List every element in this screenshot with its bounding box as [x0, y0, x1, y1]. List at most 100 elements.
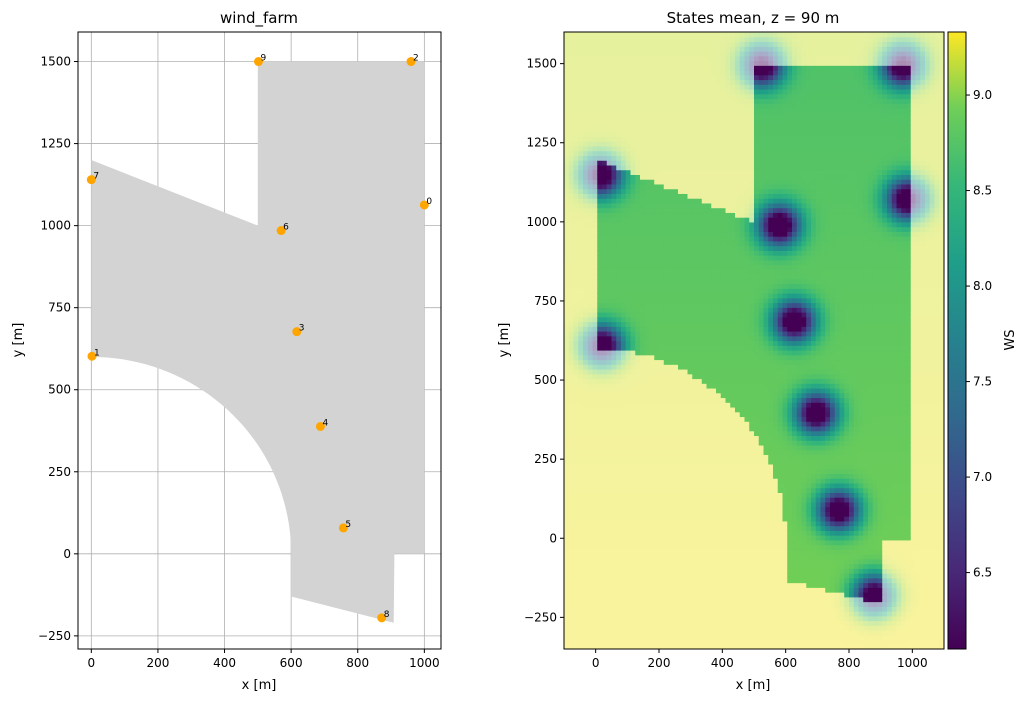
heatmap-cell: [701, 126, 708, 133]
heatmap-cell: [678, 231, 684, 237]
heatmap-cell: [725, 245, 731, 251]
heatmap-cell: [673, 454, 679, 460]
heatmap-cell: [602, 596, 608, 603]
heatmap-cell: [649, 425, 655, 432]
heatmap-cell: [640, 383, 646, 389]
heatmap-cell: [583, 321, 589, 327]
heatmap-cell: [597, 269, 603, 275]
heatmap-cell: [735, 297, 741, 304]
heatmap-cell: [711, 302, 717, 308]
heatmap-cell: [573, 302, 579, 308]
heatmap-cell: [735, 221, 741, 228]
heatmap-cell: [625, 549, 632, 555]
heatmap-cell: [640, 563, 646, 569]
heatmap-cell: [678, 516, 684, 522]
heatmap-cell: [678, 473, 684, 479]
heatmap-cell: [568, 359, 575, 365]
heatmap-cell: [673, 397, 679, 403]
heatmap-cell: [611, 535, 617, 541]
heatmap-cell: [720, 625, 727, 631]
heatmap-cell: [568, 487, 575, 493]
heatmap-cell: [611, 425, 617, 432]
heatmap-cell: [578, 307, 584, 313]
heatmap-cell: [635, 373, 641, 380]
heatmap-cell: [687, 217, 693, 223]
heatmap-cell: [659, 160, 665, 166]
heatmap-cell: [716, 278, 722, 285]
heatmap-cell: [701, 231, 708, 237]
heatmap-cell: [739, 435, 746, 441]
heatmap-cell: [711, 454, 717, 460]
turbine-marker: [254, 57, 264, 67]
heatmap-cell: [711, 368, 717, 375]
heatmap-cell: [621, 501, 627, 508]
heatmap-cell: [706, 335, 712, 342]
heatmap-cell: [611, 478, 617, 484]
heatmap-cell: [583, 36, 589, 43]
heatmap-cell: [720, 582, 727, 588]
heatmap-cell: [678, 525, 684, 531]
ws-heatmap: [564, 32, 944, 649]
heatmap-cell: [678, 331, 684, 337]
heatmap-cell: [725, 606, 731, 612]
heatmap-cell: [706, 164, 712, 171]
heatmap-cell: [725, 335, 731, 342]
heatmap-cell: [725, 501, 731, 508]
heatmap-cell: [640, 278, 646, 285]
heatmap-cell: [697, 316, 703, 323]
heatmap-cell: [725, 46, 731, 52]
heatmap-cell: [706, 520, 712, 527]
heatmap-cell: [673, 36, 679, 43]
heatmap-cell: [678, 307, 684, 313]
heatmap-cell: [611, 46, 617, 52]
heatmap-cell: [701, 421, 708, 427]
heatmap-cell: [654, 611, 660, 617]
heatmap-cell: [673, 126, 679, 133]
heatmap-cell: [611, 639, 617, 645]
heatmap-cell: [692, 245, 698, 251]
heatmap-cell: [573, 596, 579, 603]
heatmap-cell: [654, 487, 660, 493]
heatmap-cell: [635, 611, 641, 617]
heatmap-cell: [659, 497, 665, 503]
heatmap-cell: [578, 198, 584, 204]
heatmap-cell: [573, 482, 579, 489]
heatmap-cell: [621, 535, 627, 541]
heatmap-cell: [587, 349, 594, 356]
heatmap-cell: [659, 245, 665, 251]
heatmap-cell: [587, 392, 594, 399]
heatmap-cell: [725, 93, 731, 100]
heatmap-cell: [564, 288, 570, 294]
heatmap-cell: [587, 245, 594, 251]
heatmap-cell: [711, 416, 717, 422]
heatmap-cell: [678, 549, 684, 555]
heatmap-cell: [725, 430, 731, 437]
heatmap-cell: [602, 501, 608, 508]
heatmap-cell: [592, 587, 598, 593]
heatmap-cell: [687, 155, 693, 161]
heatmap-cell: [644, 155, 651, 161]
heatmap-cell: [597, 435, 603, 441]
turbine-label: 9: [261, 54, 267, 64]
heatmap-cell: [611, 36, 617, 43]
heatmap-cell: [716, 630, 722, 636]
heatmap-cell: [564, 65, 570, 71]
heatmap-cell: [711, 611, 717, 617]
heatmap-cell: [625, 568, 632, 574]
heatmap-cell: [682, 425, 689, 432]
heatmap-cell: [701, 364, 708, 370]
heatmap-cell: [587, 79, 594, 85]
heatmap-cell: [720, 596, 727, 603]
heatmap-cell: [668, 41, 674, 47]
heatmap-cell: [568, 544, 575, 550]
heatmap-cell: [735, 639, 741, 645]
heatmap-cell: [730, 511, 736, 517]
heatmap-cell: [701, 131, 708, 138]
heatmap-cell: [564, 440, 570, 446]
heatmap-cell: [621, 554, 627, 560]
heatmap-cell: [692, 288, 698, 294]
heatmap-cell: [635, 501, 641, 508]
heatmap-cell: [597, 65, 603, 71]
heatmap-cell: [697, 620, 703, 626]
heatmap-cell: [564, 141, 570, 147]
